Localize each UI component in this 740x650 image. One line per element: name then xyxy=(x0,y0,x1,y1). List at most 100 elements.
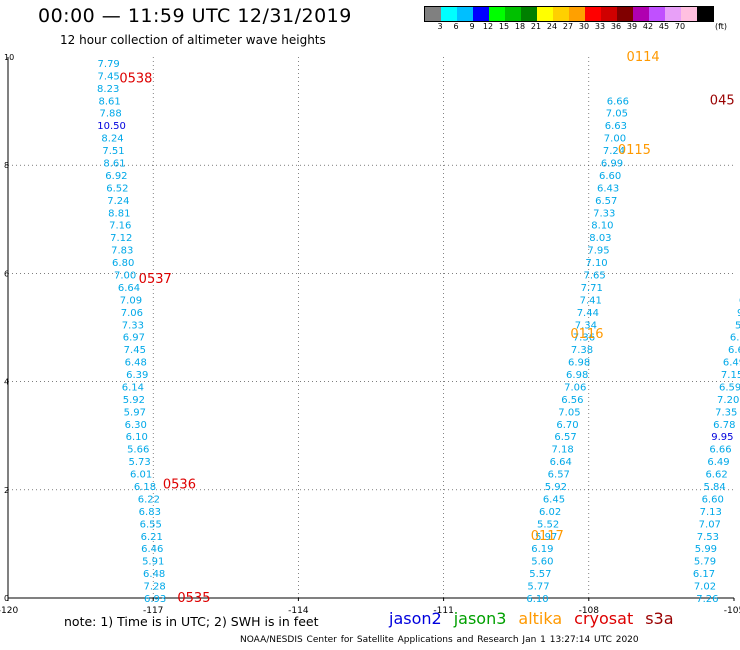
color-scale-unit: (ft) xyxy=(715,22,728,31)
wave-height-point: 6.48 xyxy=(125,358,147,369)
wave-height-point: 7.26 xyxy=(696,594,718,605)
wave-height-point: 6.62 xyxy=(705,470,727,481)
track-time-label: 0116 xyxy=(570,327,603,342)
wave-height-point: 6.49 xyxy=(723,358,740,369)
legend-tick-label: 6 xyxy=(453,22,459,31)
wave-height-point: 7.05 xyxy=(558,407,580,418)
wave-height-point: 7.00 xyxy=(114,270,136,281)
legend-tick-label: 9 xyxy=(469,22,475,31)
legend-swatch xyxy=(569,7,585,21)
chart-points: 6.937.286.485.916.466.216.556.836.226.18… xyxy=(97,59,740,605)
y-tick-label: 6 xyxy=(4,269,9,278)
track-time-label: 0115 xyxy=(618,143,651,158)
wave-height-point: 7.05 xyxy=(606,109,628,120)
wave-height-point: 7.28 xyxy=(144,582,166,593)
legend-swatch xyxy=(601,7,617,21)
wave-height-point: 7.24 xyxy=(603,146,625,157)
x-tick-label: -117 xyxy=(143,606,163,616)
wave-height-point: 7.20 xyxy=(717,395,739,406)
mission-label: jason2 xyxy=(389,609,442,628)
legend-tick-label: 33 xyxy=(594,22,606,31)
wave-height-point: 7.13 xyxy=(700,507,722,518)
track-time-label: 0114 xyxy=(627,50,660,65)
wave-height-point: 8.61 xyxy=(99,96,121,107)
wave-height-point: 6.60 xyxy=(599,171,621,182)
wave-height-point: 6.45 xyxy=(543,494,565,505)
wave-height-point: 7.02 xyxy=(694,582,716,593)
wave-height-point: 7.06 xyxy=(564,382,586,393)
wave-height-point: 6.83 xyxy=(139,507,161,518)
legend-swatch xyxy=(489,7,505,21)
legend-tick-label: 39 xyxy=(626,22,638,31)
wave-height-point: 6.10 xyxy=(126,432,148,443)
track-time-label: 0538 xyxy=(119,72,152,87)
wave-height-point: 6.60 xyxy=(702,494,724,505)
wave-height-point: 6.19 xyxy=(531,544,553,555)
wave-height-point: 6.80 xyxy=(112,258,134,269)
wave-height-point: 7.88 xyxy=(99,109,121,120)
wave-height-point: 7.06 xyxy=(121,308,143,319)
legend-swatch xyxy=(617,7,633,21)
mission-label: cryosat xyxy=(574,609,634,628)
y-tick-label: 0 xyxy=(4,594,9,603)
wave-height-point: 7.24 xyxy=(107,196,129,207)
wave-height-point: 7.79 xyxy=(98,59,120,70)
wave-height-point: 7.41 xyxy=(580,295,602,306)
wave-height-point: 5.77 xyxy=(527,582,549,593)
track-time-labels: 0535 0536 0537 0538 0114 0115 0116 0117 045 xyxy=(119,50,734,606)
legend-tick-label: 70 xyxy=(674,22,686,31)
wave-height-point: 8.81 xyxy=(108,208,130,219)
legend-swatch xyxy=(681,7,697,21)
wave-height-point: 6.66 xyxy=(607,96,629,107)
legend-tick-label: 18 xyxy=(514,22,526,31)
wave-height-point: 6.17 xyxy=(693,569,715,580)
y-tick-label: 8 xyxy=(4,161,9,170)
wave-height-point: 8.24 xyxy=(101,134,123,145)
wave-height-point: 6.39 xyxy=(126,370,148,381)
wave-height-point: 6.92 xyxy=(105,171,127,182)
wave-height-point: 5. xyxy=(735,320,740,331)
wave-height-point: 7.18 xyxy=(552,445,574,456)
wave-height-point: 7.16 xyxy=(109,221,131,232)
wave-height-point: 5.79 xyxy=(694,557,716,568)
y-tick-label: 2 xyxy=(4,486,9,495)
wave-height-point: 6. xyxy=(739,295,740,306)
wave-height-point: 6.59 xyxy=(719,382,740,393)
chart-note: note: 1) Time is in UTC; 2) SWH is in fe… xyxy=(64,614,319,629)
legend-tick-label: 36 xyxy=(610,22,622,31)
wave-height-point: 6.93 xyxy=(144,594,166,605)
track-time-label: 045 xyxy=(710,93,735,108)
mission-legend: jason2 jason3 altika cryosat s3a xyxy=(389,609,674,628)
wave-height-point: 7.15 xyxy=(721,370,740,381)
wave-height-point: 5.57 xyxy=(529,569,551,580)
legend-swatch xyxy=(697,7,713,21)
chart-axes: -120 -117 -114 -111 -108 -105 0 2 4 6 8 10 xyxy=(0,53,740,616)
legend-swatch xyxy=(665,7,681,21)
mission-label: s3a xyxy=(645,609,674,628)
wave-height-point: 5.52 xyxy=(537,519,559,530)
legend-swatch xyxy=(457,7,473,21)
wave-height-point: 7.45 xyxy=(124,345,146,356)
wave-height-point: 6.49 xyxy=(707,457,729,468)
wave-height-point: 7.95 xyxy=(587,246,609,257)
wave-height-point: 6.63 xyxy=(605,121,627,132)
color-scale-legend xyxy=(424,6,714,22)
wave-height-point: 6.97 xyxy=(123,333,145,344)
chart-title: 00:00 — 11:59 UTC 12/31/2019 xyxy=(38,5,352,27)
wave-height-point: 5.92 xyxy=(545,482,567,493)
wave-height-point: 6.56 xyxy=(561,395,583,406)
wave-height-point: 7.00 xyxy=(604,134,626,145)
wave-height-point: 6.57 xyxy=(548,470,570,481)
legend-tick-label: 42 xyxy=(642,22,654,31)
mission-label: altika xyxy=(518,609,563,628)
track-time-label: 0537 xyxy=(139,272,172,287)
wave-height-point: 6.22 xyxy=(138,494,160,505)
legend-tick-label: 3 xyxy=(437,22,443,31)
wave-height-point: 7.45 xyxy=(98,71,120,82)
wave-height-point: 7.09 xyxy=(120,295,142,306)
wave-height-point: 5.60 xyxy=(531,557,553,568)
legend-tick-label: 45 xyxy=(658,22,670,31)
legend-swatch xyxy=(553,7,569,21)
wave-height-point: 5.66 xyxy=(127,445,149,456)
